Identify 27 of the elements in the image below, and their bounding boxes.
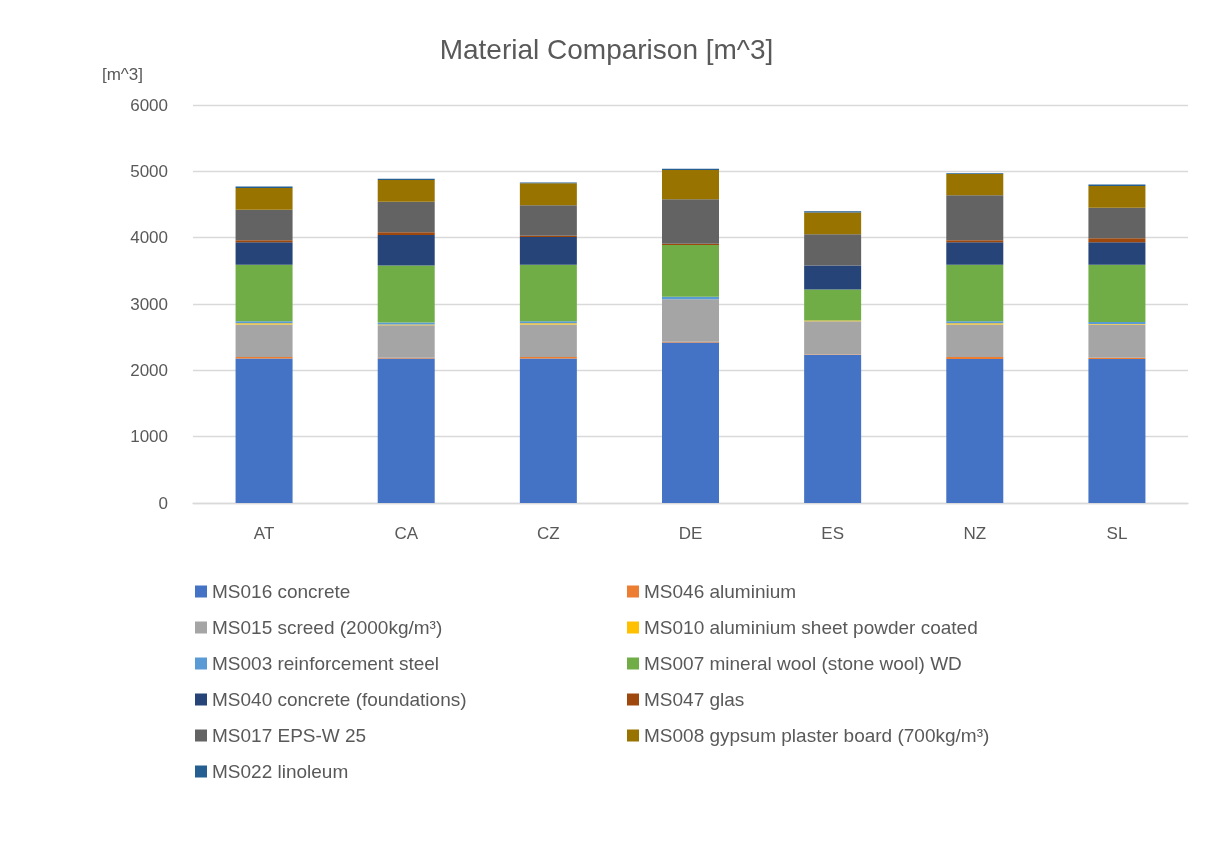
legend-label: MS022 linoleum	[212, 761, 349, 782]
x-tick-label: SL	[1106, 524, 1128, 543]
legend-label: MS007 mineral wool (stone wool) WD	[644, 653, 962, 674]
y-tick-label: 4000	[130, 228, 168, 248]
legend-label: MS003 reinforcement steel	[212, 653, 440, 674]
x-tick-label: NZ	[963, 524, 987, 543]
legend-label: MS016 concrete	[212, 581, 351, 602]
x-tick-label: AT	[253, 524, 275, 543]
legend-label: MS008 gypsum plaster board (700kg/m³)	[644, 725, 990, 746]
x-tick-label: ES	[821, 524, 844, 543]
x-tick-label: DE	[678, 524, 703, 543]
y-tick-label: 2000	[130, 360, 168, 380]
x-tick-label: CA	[394, 524, 419, 543]
y-tick-label: 0	[158, 493, 168, 513]
y-axis-title: [m^3]	[101, 65, 143, 84]
legend-label: MS010 aluminium sheet powder coated	[644, 617, 978, 638]
legend-label: MS040 concrete (foundations)	[212, 689, 467, 710]
legend-label: MS015 screed (2000kg/m³)	[212, 617, 443, 638]
chart-title: Material Comparison [m^3]	[439, 33, 774, 65]
y-tick-label: 1000	[130, 427, 168, 447]
legend-label: MS047 glas	[644, 689, 745, 710]
legend-label: MS017 EPS-W 25	[212, 725, 367, 746]
y-tick-label: 6000	[130, 95, 168, 115]
y-tick-label: 3000	[130, 294, 168, 314]
legend-label: MS046 aluminium	[644, 581, 797, 602]
y-tick-label: 5000	[130, 161, 168, 181]
x-tick-label: CZ	[537, 524, 560, 543]
